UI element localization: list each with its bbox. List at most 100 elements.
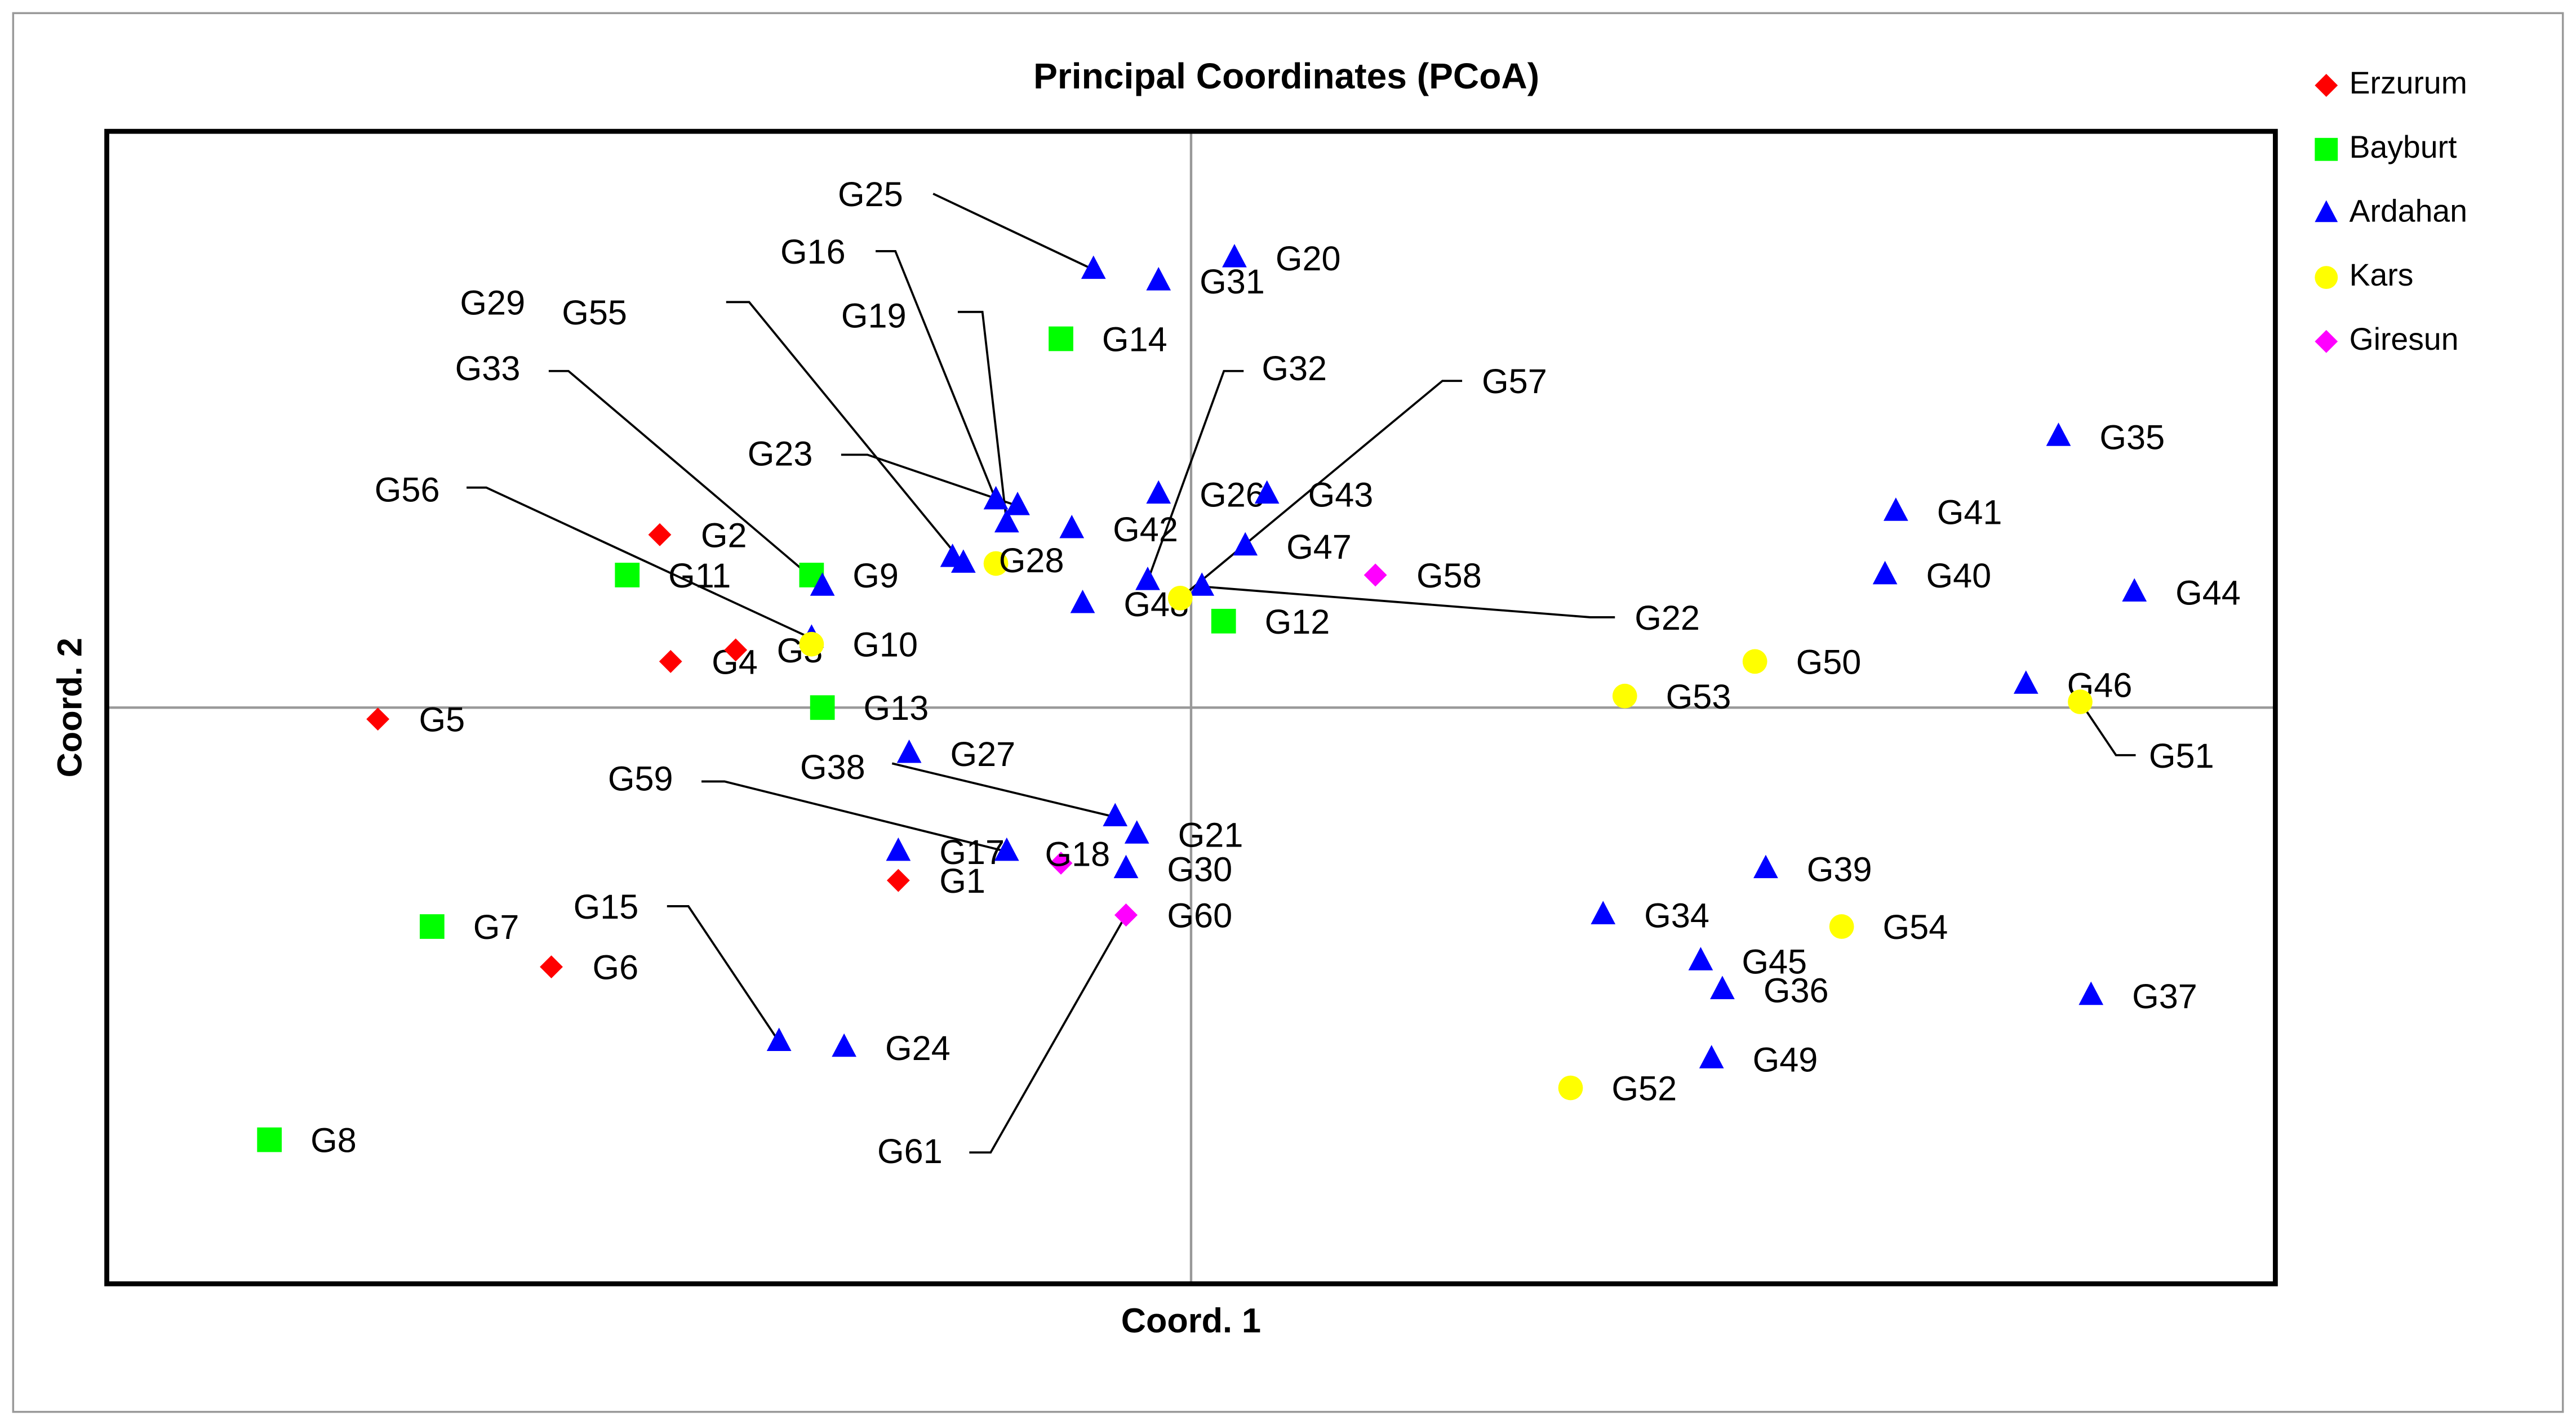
point-label: G2 xyxy=(701,516,747,554)
data-point xyxy=(2068,689,2093,714)
point-label: G23 xyxy=(748,434,813,473)
data-point xyxy=(983,486,1009,510)
data-point xyxy=(1103,803,1128,827)
leader-line xyxy=(1147,369,1244,581)
data-point xyxy=(1222,244,1247,268)
leader-line xyxy=(932,193,1094,271)
data-point xyxy=(1114,903,1138,927)
leader-line xyxy=(667,905,780,1043)
leader-line xyxy=(726,301,965,564)
data-point xyxy=(1081,255,1106,279)
data-point xyxy=(540,955,563,979)
legend-text: Erzurum xyxy=(2350,65,2467,100)
point-label: G38 xyxy=(800,748,865,786)
data-point xyxy=(1005,492,1030,515)
point-label: G13 xyxy=(864,689,929,727)
point-label: G18 xyxy=(1045,835,1110,874)
point-label: G34 xyxy=(1644,897,1709,935)
data-point xyxy=(1113,854,1139,879)
data-point xyxy=(1710,976,1735,999)
point-label: G27 xyxy=(951,735,1016,773)
leader-line xyxy=(467,486,812,640)
data-point xyxy=(1124,820,1149,844)
point-label: G21 xyxy=(1178,816,1243,854)
data-point xyxy=(1070,589,1095,613)
data-point xyxy=(1135,567,1160,590)
point-label: G30 xyxy=(1167,850,1232,889)
data-point xyxy=(1753,854,1778,879)
point-label: G47 xyxy=(1286,528,1352,566)
point-label: G37 xyxy=(2132,977,2197,1016)
leader-line xyxy=(1202,585,1615,618)
data-point xyxy=(2046,422,2071,446)
data-point xyxy=(1591,901,1616,924)
data-point xyxy=(896,739,922,763)
point-label: G19 xyxy=(841,297,907,335)
data-point xyxy=(994,509,1019,533)
legend-text: Giresun xyxy=(2350,322,2459,357)
point-label: G26 xyxy=(1200,476,1265,514)
point-label: G15 xyxy=(574,888,639,926)
data-point xyxy=(832,1033,857,1057)
data-point xyxy=(766,1027,792,1052)
chart-border xyxy=(12,12,2564,1413)
point-label: G35 xyxy=(2099,418,2165,456)
data-point xyxy=(1829,914,1854,939)
point-label: G57 xyxy=(1482,362,1547,400)
legend-marker xyxy=(2315,200,2338,222)
data-point xyxy=(983,551,1009,576)
point-label: G59 xyxy=(608,760,673,798)
point-label: G36 xyxy=(1764,972,1829,1010)
leader-line xyxy=(891,762,1116,818)
point-label: G56 xyxy=(375,471,440,509)
data-point xyxy=(419,914,445,939)
point-label: G8 xyxy=(310,1121,357,1160)
legend-text: Ardahan xyxy=(2350,194,2467,229)
point-label: G50 xyxy=(1796,643,1862,681)
point-label: G43 xyxy=(1308,476,1374,514)
data-point xyxy=(2122,578,2147,602)
x-axis-title: Coord. 1 xyxy=(1121,1301,1261,1339)
point-label: G5 xyxy=(419,701,465,739)
point-label: G14 xyxy=(1102,320,1167,358)
point-label: G42 xyxy=(1113,510,1178,549)
leader-line xyxy=(701,780,1007,853)
data-point xyxy=(615,563,640,587)
point-label: G1 xyxy=(939,862,985,900)
leader-line xyxy=(876,250,997,501)
leader-line xyxy=(2079,701,2136,756)
data-point xyxy=(1233,532,1258,556)
leader-line xyxy=(957,310,1008,524)
data-point xyxy=(724,638,748,662)
point-label: G31 xyxy=(1200,262,1265,301)
point-label: G60 xyxy=(1167,897,1232,935)
point-label: G24 xyxy=(885,1029,951,1067)
legend-text: Bayburt xyxy=(2350,130,2457,164)
point-label: G22 xyxy=(1635,599,1700,637)
point-label: G45 xyxy=(1742,942,1807,981)
point-label: G32 xyxy=(1262,349,1327,388)
point-label: G40 xyxy=(1926,556,1992,595)
data-point xyxy=(1211,608,1236,634)
data-point xyxy=(1146,480,1171,504)
data-point xyxy=(1146,267,1171,291)
point-label: G28 xyxy=(999,541,1064,580)
data-point xyxy=(1872,560,1898,585)
data-point xyxy=(1699,1045,1724,1068)
data-point xyxy=(1059,514,1085,538)
point-label: G11 xyxy=(668,556,731,595)
point-label: G53 xyxy=(1666,678,1731,716)
point-label: G25 xyxy=(838,175,903,213)
leader-line xyxy=(548,369,823,587)
data-point xyxy=(1742,649,1767,674)
data-point xyxy=(1883,497,1908,521)
point-label: G61 xyxy=(877,1132,943,1170)
data-point xyxy=(886,869,910,892)
data-point xyxy=(1558,1075,1583,1101)
data-point xyxy=(951,549,976,573)
legend-text: Kars xyxy=(2350,257,2414,292)
data-point xyxy=(799,631,824,657)
point-label: G58 xyxy=(1416,556,1482,595)
legend-marker xyxy=(2315,74,2338,97)
